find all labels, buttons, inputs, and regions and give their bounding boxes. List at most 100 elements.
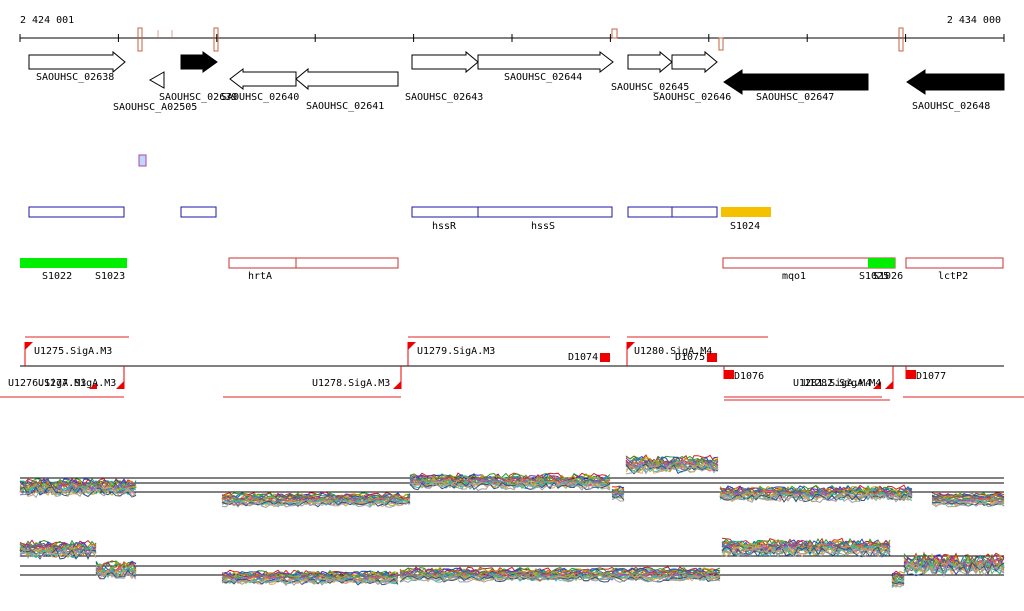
ruler-markers [137, 27, 904, 52]
transcript-label-D1074: D1074 [568, 352, 598, 363]
tss-marker[interactable] [89, 382, 97, 389]
feature-label-hssS: hssS [531, 221, 555, 232]
tss-marker[interactable] [885, 381, 893, 389]
expression-profile-line [891, 572, 905, 576]
transcript-label-U1279: U1279.SigA.M3 [417, 346, 495, 357]
feature-box-S1022-S1023[interactable] [20, 258, 127, 268]
transcript-label-U1277: U1277.SigA.M3 [38, 378, 116, 389]
tss-marker[interactable] [873, 381, 881, 389]
transcript-label-U1278: U1278.SigA.M3 [312, 378, 390, 389]
tss-stems [24, 342, 907, 389]
feature-label-mqo1: mqo1 [782, 271, 806, 282]
gene-label-02648: SAOUHSC_02648 [912, 101, 990, 112]
transcript-label-U1275: U1275.SigA.M3 [34, 346, 112, 357]
feature-label-hssR: hssR [432, 221, 457, 232]
start-coordinate: 2 424 001 [20, 15, 74, 26]
red-green-feature-track [20, 257, 1004, 269]
expression-profile-line [221, 492, 411, 501]
tss-marker[interactable] [25, 342, 33, 350]
feature-box-S1025[interactable] [868, 258, 895, 268]
tss-marker[interactable] [116, 381, 124, 389]
gene-label-02645: SAOUHSC_02645 [611, 82, 689, 93]
gene-arrow-a02505[interactable] [148, 71, 165, 89]
feature-box-blue[interactable] [180, 206, 217, 218]
expression-profile-line [931, 493, 1005, 501]
expression-profile-line [891, 584, 905, 588]
expression-profile-line [19, 548, 97, 559]
expression-profile-line [611, 488, 625, 491]
gene-arrow-02639[interactable] [180, 51, 218, 73]
feature-label-S1026: S1026 [873, 271, 903, 282]
expression-profile-line [221, 500, 411, 508]
transcript-label-U1276: U1276.SigA.M3 [8, 378, 86, 389]
expression-profile-line [95, 569, 137, 580]
transcript-lines [0, 336, 1024, 401]
gene-label-02640: SAOUHSC_02640 [221, 92, 299, 103]
feature-box-hssR[interactable] [411, 206, 479, 218]
transcript-label-U1281: U1281.SigA.M4 [793, 378, 871, 389]
gene-label-02641: SAOUHSC_02641 [306, 101, 384, 112]
expression-profile-line [611, 485, 625, 491]
expression-profile-line [719, 491, 913, 502]
expression-profile-line [611, 497, 625, 502]
feature-box-red[interactable] [295, 257, 399, 269]
feature-label-S1022: S1022 [42, 271, 72, 282]
tss-marker[interactable] [627, 342, 635, 350]
ruler-marker [718, 37, 724, 51]
transcript-label-U1280: U1280.SigA.M4 [634, 346, 712, 357]
gene-arrow-02645[interactable] [627, 50, 673, 74]
feature-box-blue[interactable] [671, 206, 718, 218]
terminator-marker-D1076[interactable] [724, 370, 734, 379]
expression-profile-line [719, 493, 913, 503]
ruler-faint-markers [157, 30, 173, 37]
expression-profile-line [611, 493, 625, 496]
terminator-marker-D1074[interactable] [600, 353, 610, 362]
expression-profile-line [95, 572, 137, 580]
expression-profile-line [611, 491, 625, 494]
expression-profile-line [891, 578, 905, 588]
expression-profile-line [399, 572, 721, 581]
expression-profile-line [19, 487, 137, 499]
expression-profile-line [931, 498, 1005, 505]
feature-label-hrtA: hrtA [248, 271, 272, 282]
expression-profile-line [611, 494, 625, 501]
tss-markers [25, 342, 916, 389]
ruler-marker [213, 27, 219, 52]
transcript-label-D1076: D1076 [734, 371, 764, 382]
gene-arrow-02641[interactable] [295, 67, 399, 91]
gene-track [28, 50, 1005, 95]
feature-labels-row2: S1022 S1023 hrtA mqo1 S1025 S1026 lctP2 [42, 271, 968, 282]
expression-profile-line [399, 575, 721, 583]
expression-profile-line [721, 545, 891, 558]
expression-profile-line [19, 486, 137, 498]
gene-arrow-02646[interactable] [671, 50, 718, 74]
gene-arrow-02643[interactable] [411, 50, 479, 74]
transcript-label-D1075: D1075 [675, 352, 705, 363]
gene-arrow-02648[interactable] [906, 69, 1005, 95]
expression-profile-line [903, 562, 1005, 577]
gene-label-02644: SAOUHSC_02644 [504, 72, 582, 83]
expression-profile-line [625, 465, 719, 475]
feature-box-blue[interactable] [627, 206, 673, 218]
feature-box-hssS[interactable] [477, 206, 613, 218]
feature-box-S1024[interactable] [721, 207, 771, 217]
gene-arrow-02638[interactable] [28, 50, 126, 74]
tss-marker[interactable] [408, 342, 416, 350]
expression-profile-line [221, 578, 399, 587]
blue-feature-track [28, 206, 718, 218]
gene-arrow-02647[interactable] [723, 69, 869, 95]
feature-box-blue[interactable] [28, 206, 125, 218]
gene-arrow-02644[interactable] [477, 50, 614, 74]
feature-box-lctP2[interactable] [905, 257, 1004, 269]
feature-label-lctP2: lctP2 [938, 271, 968, 282]
expression-profile-line [721, 546, 891, 558]
gene-label-02643: SAOUHSC_02643 [405, 92, 483, 103]
expression-profile-line [611, 496, 625, 499]
gene-arrow-02640[interactable] [229, 67, 297, 91]
expression-profile-line [399, 576, 721, 583]
terminator-marker-D1077[interactable] [906, 370, 916, 379]
feature-box-hrtA[interactable] [228, 257, 297, 269]
tss-marker[interactable] [393, 381, 401, 389]
terminator-marker-D1075[interactable] [707, 353, 717, 362]
